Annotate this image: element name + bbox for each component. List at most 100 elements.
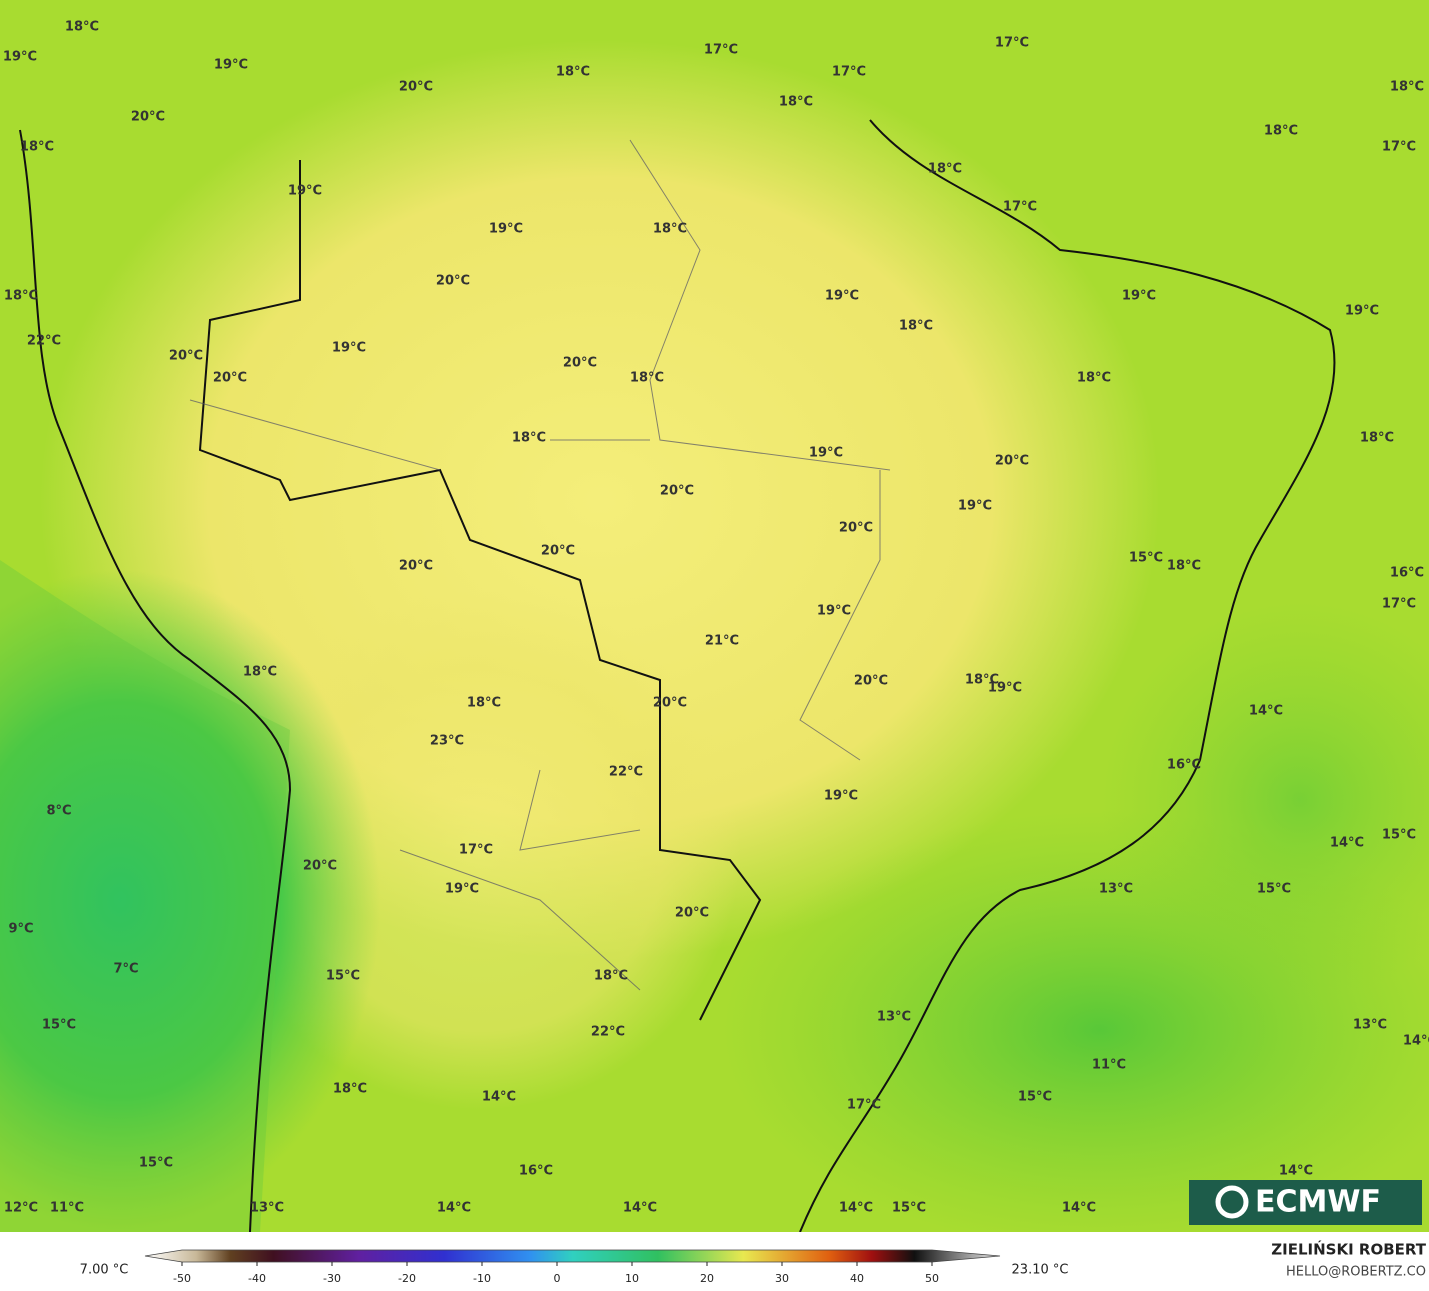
temperature-label: 16°C xyxy=(1167,758,1201,773)
temperature-label: 11°C xyxy=(50,1201,84,1216)
temperature-label: 18°C xyxy=(928,162,962,177)
temperature-label: 20°C xyxy=(169,349,203,364)
temperature-label: 16°C xyxy=(519,1164,553,1179)
temperature-label: 16°C xyxy=(1390,566,1424,581)
temperature-label: 15°C xyxy=(139,1156,173,1171)
temperature-label: 14°C xyxy=(623,1201,657,1216)
temperature-label: 20°C xyxy=(854,674,888,689)
temperature-label: 18°C xyxy=(512,431,546,446)
temperature-label: 14°C xyxy=(437,1201,471,1216)
colorbar-tick-label: 20 xyxy=(700,1272,714,1285)
temperature-label: 18°C xyxy=(4,289,38,304)
temperature-label: 19°C xyxy=(988,681,1022,696)
temperature-label: 12°C xyxy=(4,1201,38,1216)
temperature-label: 19°C xyxy=(332,341,366,356)
temperature-label: 15°C xyxy=(1129,551,1163,566)
colorbar-tick-label: -30 xyxy=(323,1272,341,1285)
map-background xyxy=(0,0,1429,1250)
temperature-label: 18°C xyxy=(965,673,999,688)
temperature-label: 15°C xyxy=(326,969,360,984)
temperature-label: 19°C xyxy=(3,50,37,65)
temperature-label: 7°C xyxy=(113,962,138,977)
temperature-label: 18°C xyxy=(899,319,933,334)
temperature-label: 18°C xyxy=(243,665,277,680)
legend-max: 23.10 °C xyxy=(1012,1263,1069,1278)
temperature-label: 17°C xyxy=(995,36,1029,51)
legend-min: 7.00 °C xyxy=(80,1263,129,1278)
borders xyxy=(19,119,1336,1233)
credit-email: HELLO@ROBERTZ.CO xyxy=(1286,1265,1426,1280)
temperature-label: 19°C xyxy=(824,789,858,804)
temperature-label: 19°C xyxy=(825,289,859,304)
temperature-label: 18°C xyxy=(779,95,813,110)
temperature-label: 17°C xyxy=(1382,597,1416,612)
logo: ECMWF xyxy=(1189,1180,1422,1225)
temperature-label: 8°C xyxy=(46,804,71,819)
colorbar-tick-label: -40 xyxy=(248,1272,266,1285)
temperature-label: 20°C xyxy=(399,80,433,95)
admin-lines xyxy=(189,139,891,991)
temperature-label: 19°C xyxy=(445,882,479,897)
temperature-label: 18°C xyxy=(1077,371,1111,386)
temperature-label: 18°C xyxy=(653,222,687,237)
temperature-label: 11°C xyxy=(1092,1058,1126,1073)
temperature-label: 19°C xyxy=(1122,289,1156,304)
temperature-label: 20°C xyxy=(675,906,709,921)
colorbar xyxy=(144,1249,1001,1263)
credit-name: ZIELIŃSKI ROBERT xyxy=(1271,1240,1426,1259)
temperature-label: 18°C xyxy=(65,20,99,35)
colorbar-tick-label: -50 xyxy=(173,1272,191,1285)
temperature-label: 14°C xyxy=(1249,704,1283,719)
temperature-label: 14°C xyxy=(482,1090,516,1105)
temperature-label: 20°C xyxy=(303,859,337,874)
temperature-label: 14°C xyxy=(1403,1034,1429,1049)
temperature-label: 20°C xyxy=(839,521,873,536)
colorbar-tick-label: -10 xyxy=(473,1272,491,1285)
temperature-label: 15°C xyxy=(1382,828,1416,843)
temperature-label: 14°C xyxy=(1330,836,1364,851)
temperature-label: 19°C xyxy=(817,604,851,619)
temperature-label: 13°C xyxy=(1099,882,1133,897)
temperature-label: 17°C xyxy=(832,65,866,80)
temperature-label: 19°C xyxy=(288,184,322,199)
temperature-label: 14°C xyxy=(839,1201,873,1216)
temperature-label: 18°C xyxy=(556,65,590,80)
temperature-label: 17°C xyxy=(704,43,738,58)
temperature-label: 22°C xyxy=(609,765,643,780)
temperature-label: 19°C xyxy=(489,222,523,237)
colorbar-tick-label: 40 xyxy=(850,1272,864,1285)
temperature-label: 20°C xyxy=(541,544,575,559)
temperature-label: 19°C xyxy=(1345,304,1379,319)
temperature-label: 20°C xyxy=(436,274,470,289)
temperature-label: 13°C xyxy=(250,1201,284,1216)
temperature-label: 19°C xyxy=(958,499,992,514)
temperature-label: 20°C xyxy=(995,454,1029,469)
colorbar-tick-label: 10 xyxy=(625,1272,639,1285)
temperature-label: 14°C xyxy=(1279,1164,1313,1179)
temperature-label: 18°C xyxy=(594,969,628,984)
temperature-label: 20°C xyxy=(131,110,165,125)
temperature-label: 19°C xyxy=(809,446,843,461)
temperature-label: 13°C xyxy=(1353,1018,1387,1033)
temperature-label: 22°C xyxy=(591,1025,625,1040)
temperature-label: 22°C xyxy=(27,334,61,349)
temperature-label: 20°C xyxy=(660,484,694,499)
temperature-label: 18°C xyxy=(1167,559,1201,574)
temperature-label: 21°C xyxy=(705,634,739,649)
temperature-label: 18°C xyxy=(1264,124,1298,139)
temperature-label: 15°C xyxy=(1257,882,1291,897)
temperature-label: 13°C xyxy=(877,1010,911,1025)
temperature-label: 17°C xyxy=(847,1098,881,1113)
temperature-label: 18°C xyxy=(1360,431,1394,446)
temperature-label: 17°C xyxy=(1003,200,1037,215)
temperature-label: 15°C xyxy=(1018,1090,1052,1105)
temperature-label: 17°C xyxy=(1382,140,1416,155)
temperature-label: 20°C xyxy=(399,559,433,574)
temperature-label: 15°C xyxy=(892,1201,926,1216)
temperature-label: 15°C xyxy=(42,1018,76,1033)
temperature-label: 20°C xyxy=(653,696,687,711)
temperature-label: 9°C xyxy=(8,922,33,937)
colorbar-tick-label: 0 xyxy=(554,1272,561,1285)
